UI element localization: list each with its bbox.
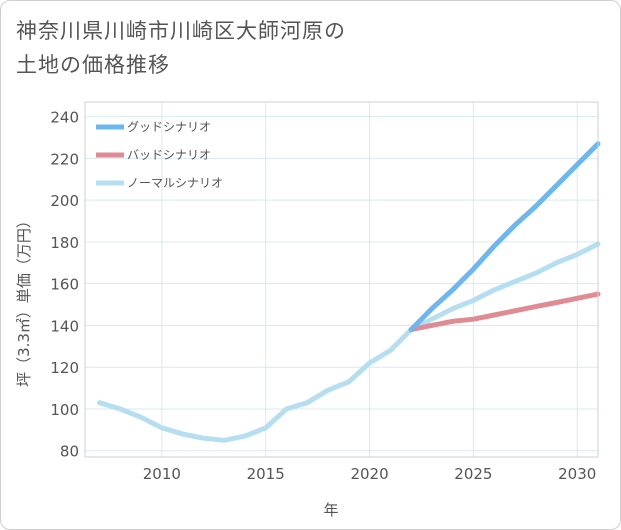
- y-tick-label: 220: [50, 150, 79, 168]
- x-tick-label: 2030: [558, 465, 596, 483]
- y-tick-label: 80: [60, 443, 79, 461]
- x-tick-label: 2010: [143, 465, 181, 483]
- y-tick-label: 180: [50, 234, 79, 252]
- y-tick-label: 140: [50, 317, 79, 335]
- legend-label-normal: ノーマルシナリオ: [127, 176, 223, 190]
- y-tick-label: 240: [50, 109, 79, 127]
- x-tick-label: 2020: [350, 465, 388, 483]
- x-axis-label: 年: [323, 501, 338, 519]
- x-tick-label: 2015: [247, 465, 285, 483]
- series-line-normal: [97, 241, 601, 443]
- x-tick-labels: 2010 2015 2020 2025 2030: [143, 465, 597, 483]
- chart-title-line-2: 土地の価格推移: [16, 53, 170, 77]
- y-tick-label: 200: [50, 192, 79, 210]
- plot-area-border: [84, 101, 599, 458]
- chart-title: 神奈川県川崎市川崎区大師河原の 土地の価格推移: [16, 14, 346, 82]
- legend-label-good: グッドシナリオ: [127, 120, 211, 134]
- grid-lines: [85, 102, 598, 457]
- x-tick-label: 2025: [454, 465, 492, 483]
- y-tick-label: 100: [50, 401, 79, 419]
- series-lines: [97, 141, 601, 443]
- legend-label-bad: バッドシナリオ: [127, 148, 211, 162]
- y-axis-label: 坪（3.3㎡）単価（万円）: [15, 213, 33, 387]
- y-tick-labels: 80 100 120 140 160 180 200 220 240: [50, 109, 79, 461]
- chart-title-line-1: 神奈川県川崎市川崎区大師河原の: [16, 19, 346, 43]
- y-tick-label: 120: [50, 359, 79, 377]
- series-line-bad: [408, 291, 601, 333]
- y-tick-label: 160: [50, 276, 79, 294]
- series-line-good: [408, 141, 601, 333]
